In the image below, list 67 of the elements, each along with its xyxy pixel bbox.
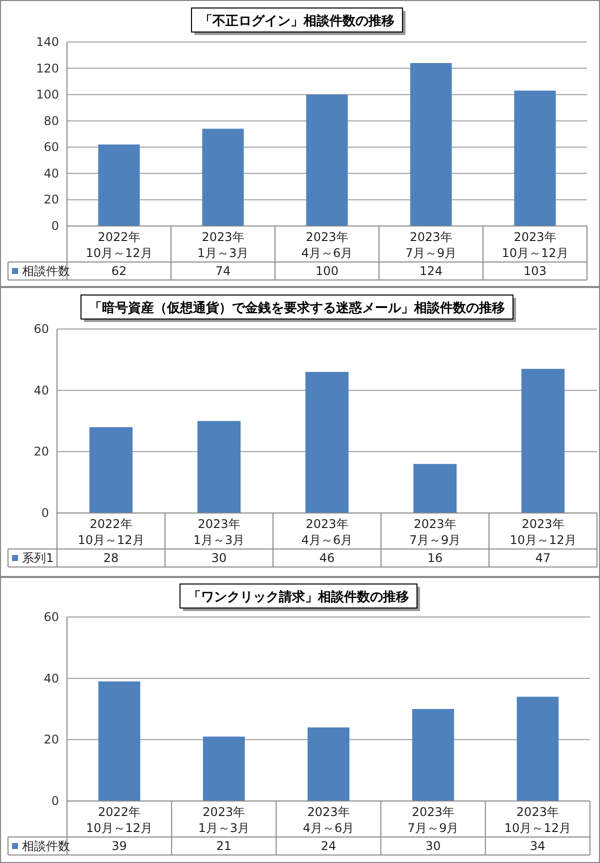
y-tick-label: 100 <box>36 88 59 102</box>
y-tick-label: 20 <box>34 444 49 459</box>
x-tick-label: 2023年 10月～12月 <box>502 230 568 260</box>
y-tick-label: 20 <box>44 192 59 207</box>
bar <box>197 421 241 513</box>
data-label: 30 <box>425 839 441 853</box>
data-label: 47 <box>535 551 551 565</box>
data-label: 34 <box>530 839 546 853</box>
data-label: 62 <box>111 264 127 278</box>
bar <box>98 681 140 801</box>
data-label: 74 <box>215 264 231 278</box>
bar <box>516 696 559 801</box>
bar <box>308 727 350 801</box>
bar <box>98 144 140 226</box>
y-tick-label: 60 <box>44 610 59 624</box>
x-tick-label: 2022年 10月～12月 <box>86 230 152 260</box>
chart-title: 「ワンクリック請求」相談件数の推移 <box>188 589 409 605</box>
bar <box>413 464 457 513</box>
data-label: 124 <box>420 264 442 278</box>
y-tick-label: 20 <box>44 732 59 747</box>
x-tick-label: 2023年 1月～3月 <box>193 517 245 547</box>
bar <box>410 63 452 226</box>
x-tick-label: 2022年 10月～12月 <box>86 805 153 835</box>
data-label: 39 <box>112 839 127 853</box>
data-label: 24 <box>320 839 336 853</box>
y-tick-label: 120 <box>36 61 59 76</box>
x-tick-label: 2023年 10月～12月 <box>510 517 576 547</box>
bar <box>202 736 245 801</box>
data-label: 30 <box>211 551 227 565</box>
legend-label: 相談件数 <box>22 839 70 853</box>
bar <box>521 368 565 513</box>
data-label: 16 <box>427 551 443 565</box>
x-tick-label: 2023年 1月～3月 <box>197 230 249 260</box>
y-tick-label: 80 <box>44 114 59 128</box>
bar <box>305 372 349 513</box>
data-label: 100 <box>316 264 338 278</box>
legend-label: 系列1 <box>22 551 54 565</box>
y-tick-label: 40 <box>44 671 59 686</box>
x-tick-label: 2023年 7月～9月 <box>409 517 461 547</box>
x-tick-label: 2023年 7月～9月 <box>407 805 459 835</box>
x-tick-label: 2023年 4月～6月 <box>301 517 353 547</box>
data-label: 46 <box>319 551 335 565</box>
y-tick-label: 60 <box>44 140 59 154</box>
y-tick-label: 0 <box>51 794 59 808</box>
chart-title: 「不正ログイン」相談件数の推移 <box>200 13 394 29</box>
y-tick-label: 40 <box>44 166 59 180</box>
bar <box>202 128 244 226</box>
x-tick-label: 2023年 1月～3月 <box>198 805 250 835</box>
x-tick-label: 2023年 4月～6月 <box>301 230 353 260</box>
data-label: 28 <box>103 551 119 565</box>
x-tick-label: 2023年 7月～9月 <box>405 230 457 260</box>
x-tick-label: 2023年 4月～6月 <box>302 805 354 835</box>
legend-label: 相談件数 <box>22 264 70 278</box>
bar <box>306 94 348 226</box>
chart-title: 「暗号資産（仮想通貨）で金銭を要求する迷惑メール」相談件数の推移 <box>89 300 505 316</box>
y-tick-label: 60 <box>34 322 49 336</box>
x-tick-label: 2023年 10月～12月 <box>504 805 571 835</box>
y-tick-label: 40 <box>34 383 49 398</box>
data-label: 21 <box>216 839 232 853</box>
y-tick-label: 0 <box>41 506 49 520</box>
x-tick-label: 2022年 10月～12月 <box>78 517 144 547</box>
bar <box>412 709 454 801</box>
bar <box>514 90 556 226</box>
data-label: 103 <box>524 264 546 278</box>
y-tick-label: 0 <box>51 219 59 233</box>
bar <box>89 427 133 513</box>
y-tick-label: 140 <box>36 35 59 49</box>
